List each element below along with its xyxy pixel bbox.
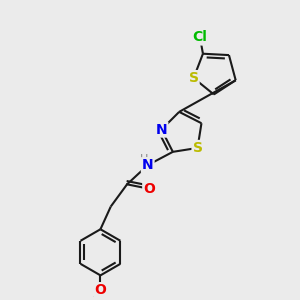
Text: S: S: [193, 141, 202, 155]
Text: H: H: [140, 154, 148, 164]
Text: Cl: Cl: [193, 31, 207, 44]
Text: N: N: [142, 158, 154, 172]
Text: O: O: [143, 182, 155, 196]
Text: N: N: [156, 123, 167, 136]
Text: O: O: [94, 283, 106, 297]
Text: S: S: [189, 71, 199, 85]
